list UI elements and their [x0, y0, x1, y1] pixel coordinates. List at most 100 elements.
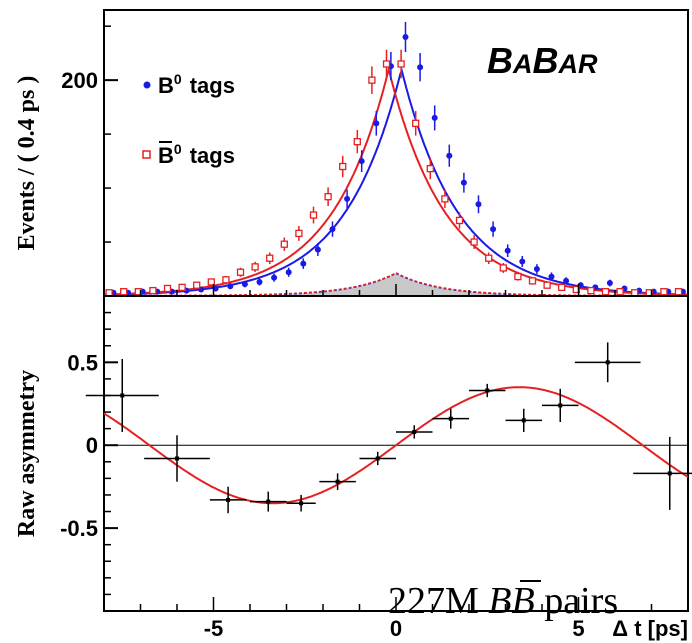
antib0-point [674, 288, 683, 296]
b0-point [314, 246, 321, 253]
asymmetry-point [605, 360, 610, 365]
asymmetry-point [412, 429, 417, 434]
b0-point [271, 274, 278, 281]
b0-point [329, 226, 336, 233]
b0-point [490, 226, 497, 233]
antib0-point [528, 277, 537, 285]
antib0-point [295, 229, 303, 238]
top-y-tick-label: 200 [61, 68, 98, 93]
antib0-point [251, 263, 259, 271]
asymmetry-point [335, 479, 340, 484]
babar-logo: BABAR [487, 40, 598, 81]
bottom-y-tick-label: 0.5 [67, 350, 98, 375]
antib0-point [397, 60, 405, 68]
antib0-point [339, 162, 347, 171]
legend-b0-symbol: B [158, 73, 174, 98]
antib0-point [485, 254, 493, 262]
legend-antib0-label: B0 tags [158, 141, 235, 168]
b0-point [475, 201, 482, 208]
antib0-point [543, 281, 551, 289]
antib0-point [193, 281, 201, 289]
antib0-point [514, 272, 522, 281]
top-panel: 200 Events / ( 0.4 ps ) B0 tags B0 tags BA… [14, 9, 689, 297]
asymmetry-point [667, 471, 672, 476]
bottom-x-ticks: -5 0 5 [103, 597, 689, 641]
bottom-y-tick-label: 0 [86, 433, 98, 458]
legend-antib0-text: tags [190, 143, 235, 168]
antib0-point [266, 254, 274, 262]
b0-point [373, 120, 380, 127]
asymmetry-point [120, 393, 125, 398]
legend-b0-marker [143, 81, 151, 89]
b0-point [431, 114, 438, 121]
antib0-point [660, 288, 668, 296]
legend-b0-label: B0 tags [158, 71, 235, 98]
antib0-point [309, 211, 318, 219]
asymmetry-points [85, 342, 692, 514]
top-y-axis-label: Events / ( 0.4 ps ) [14, 76, 40, 251]
antib0-point [134, 288, 142, 296]
antib0-point [222, 276, 230, 284]
antib0-point [441, 195, 449, 203]
antib0-point [455, 216, 464, 225]
antib0-point [382, 60, 391, 68]
asymmetry-point [485, 388, 490, 393]
b0-point [300, 260, 307, 267]
asymmetry-point [175, 456, 179, 461]
bottom-x-tick-label: 0 [390, 616, 402, 641]
b0-point [417, 64, 424, 71]
antib0-point [368, 76, 376, 84]
antib0-point [178, 283, 186, 292]
pairs-annotation: 227M BB pairs [388, 580, 618, 622]
b0-point [256, 278, 263, 285]
antib0-point [426, 164, 434, 173]
b0-point [285, 269, 292, 276]
antib0-point [353, 138, 361, 146]
b0-point [227, 283, 234, 290]
b0-point [241, 281, 248, 288]
asymmetry-point [226, 497, 231, 502]
legend: B0 tags B0 tags [142, 71, 235, 168]
b0-point [606, 280, 613, 287]
asymmetry-point [448, 416, 453, 421]
b0-fit-curve [104, 67, 689, 296]
antib0-point [470, 238, 478, 246]
legend-antib0-sup: 0 [174, 141, 182, 157]
b0-point [446, 152, 453, 159]
antib0-point [163, 284, 172, 293]
asymmetry-point [521, 418, 526, 423]
asymmetry-point [299, 501, 304, 506]
bottom-y-axis-label: Raw asymmetry [14, 370, 40, 537]
antib0-point [572, 285, 580, 294]
b0-point [504, 247, 511, 254]
x-axis-label: Δ t [ps] [612, 616, 688, 641]
bottom-plot-frame [103, 295, 689, 612]
asymmetry-point [558, 403, 563, 408]
b0-point [344, 195, 351, 202]
b0-point [519, 258, 526, 265]
bottom-x-tick-label: -5 [204, 616, 224, 641]
antib0-point [499, 264, 507, 272]
antib0-fit-curve [104, 65, 689, 296]
legend-antib0-marker [142, 150, 151, 159]
b0-point [358, 158, 365, 165]
antib0-points [105, 49, 683, 297]
bottom-x-tick-label: 5 [572, 616, 584, 641]
bottom-y-tick-label: -0.5 [60, 516, 98, 541]
antib0-point [105, 289, 113, 297]
antib0-point [631, 289, 639, 297]
b0-point [460, 179, 467, 186]
bottom-panel: 0.5 0 -0.5 -5 0 5 Raw asymmetry Δ t [ps] 227… [14, 295, 692, 641]
antib0-point [412, 119, 420, 127]
antib0-point [587, 286, 595, 295]
asymmetry-fit-curve [103, 386, 689, 505]
antib0-point [324, 193, 332, 201]
asymmetry-point [375, 456, 380, 461]
b0-point [402, 33, 409, 40]
b0-point [533, 266, 540, 273]
antib0-point [207, 278, 215, 286]
b0-point [548, 273, 555, 280]
bottom-y-ticks: 0.5 0 -0.5 [60, 311, 118, 596]
top-y-ticks: 200 [61, 25, 118, 243]
